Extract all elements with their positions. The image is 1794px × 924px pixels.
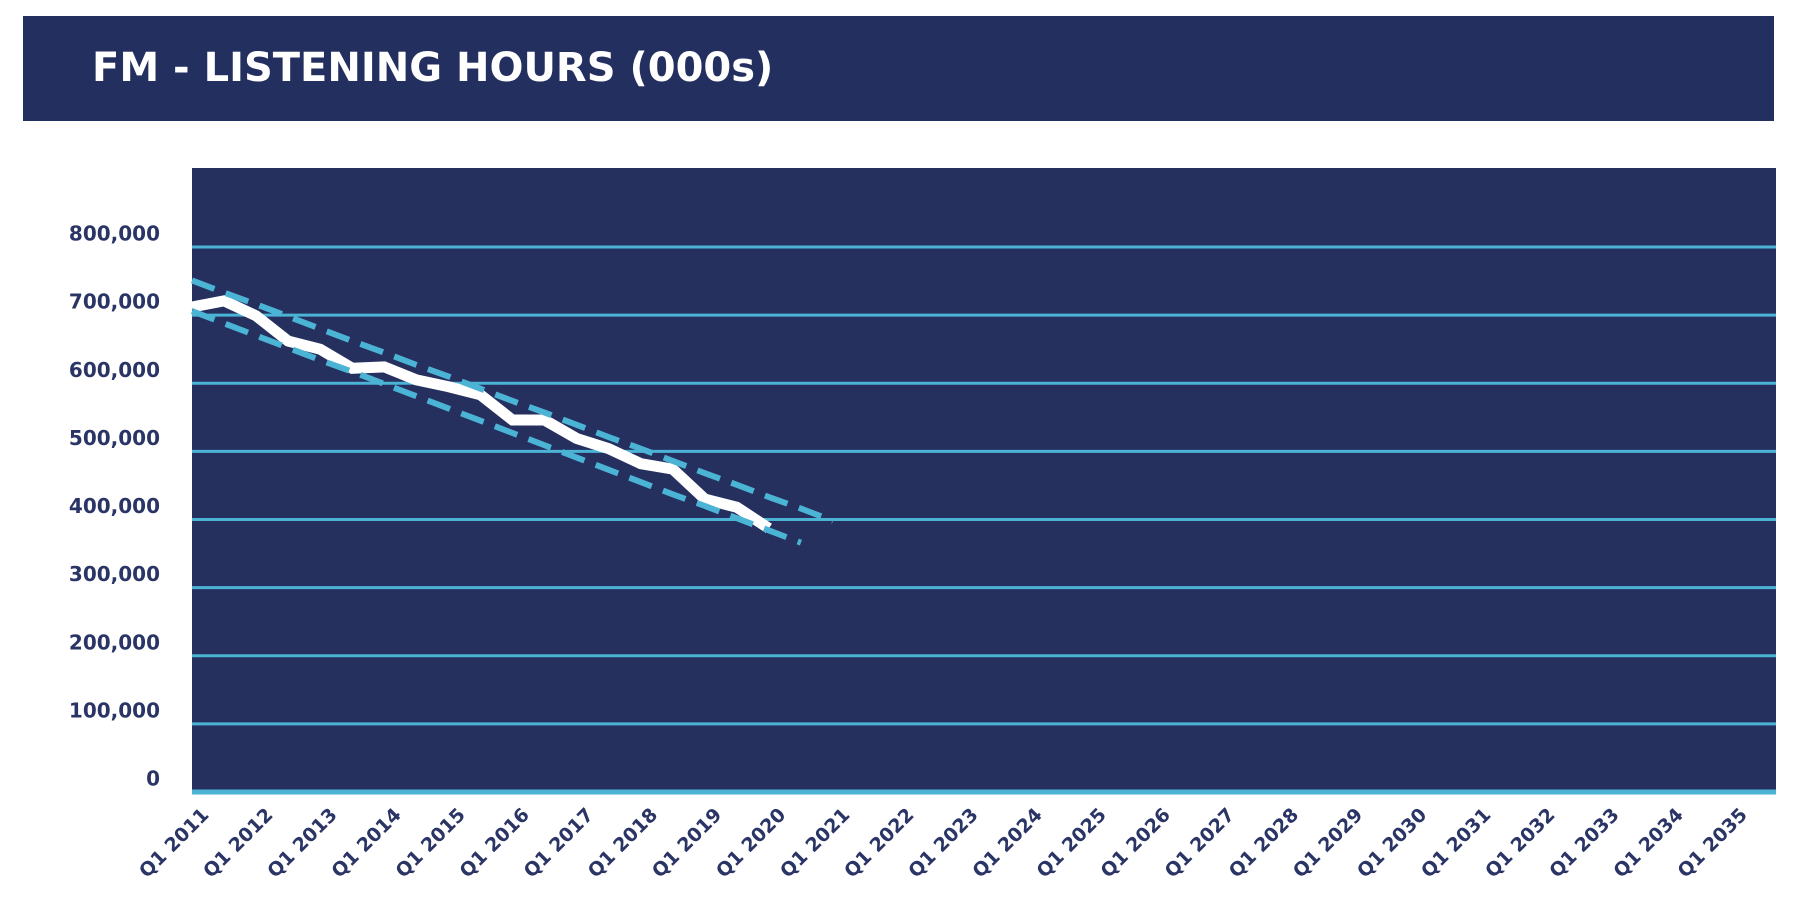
y-tick-label: 100,000 — [69, 698, 160, 722]
data-line — [190, 295, 772, 533]
y-tick-label: 800,000 — [69, 222, 160, 246]
y-tick-label: 400,000 — [69, 494, 160, 518]
y-tick-label: 500,000 — [69, 426, 160, 450]
y-tick-label: 700,000 — [69, 290, 160, 314]
trend-line — [190, 308, 803, 546]
header-banner — [23, 16, 1774, 121]
trend-line — [190, 277, 835, 524]
x-tick-label: Q1 2035 — [1673, 804, 1751, 882]
y-tick-label: 600,000 — [69, 358, 160, 382]
y-tick-label: 0 — [146, 767, 160, 791]
plot-area — [192, 168, 1776, 792]
y-tick-label: 300,000 — [69, 562, 160, 586]
y-tick-label: 200,000 — [69, 630, 160, 654]
chart-title: FM - LISTENING HOURS (000s) — [92, 45, 773, 91]
